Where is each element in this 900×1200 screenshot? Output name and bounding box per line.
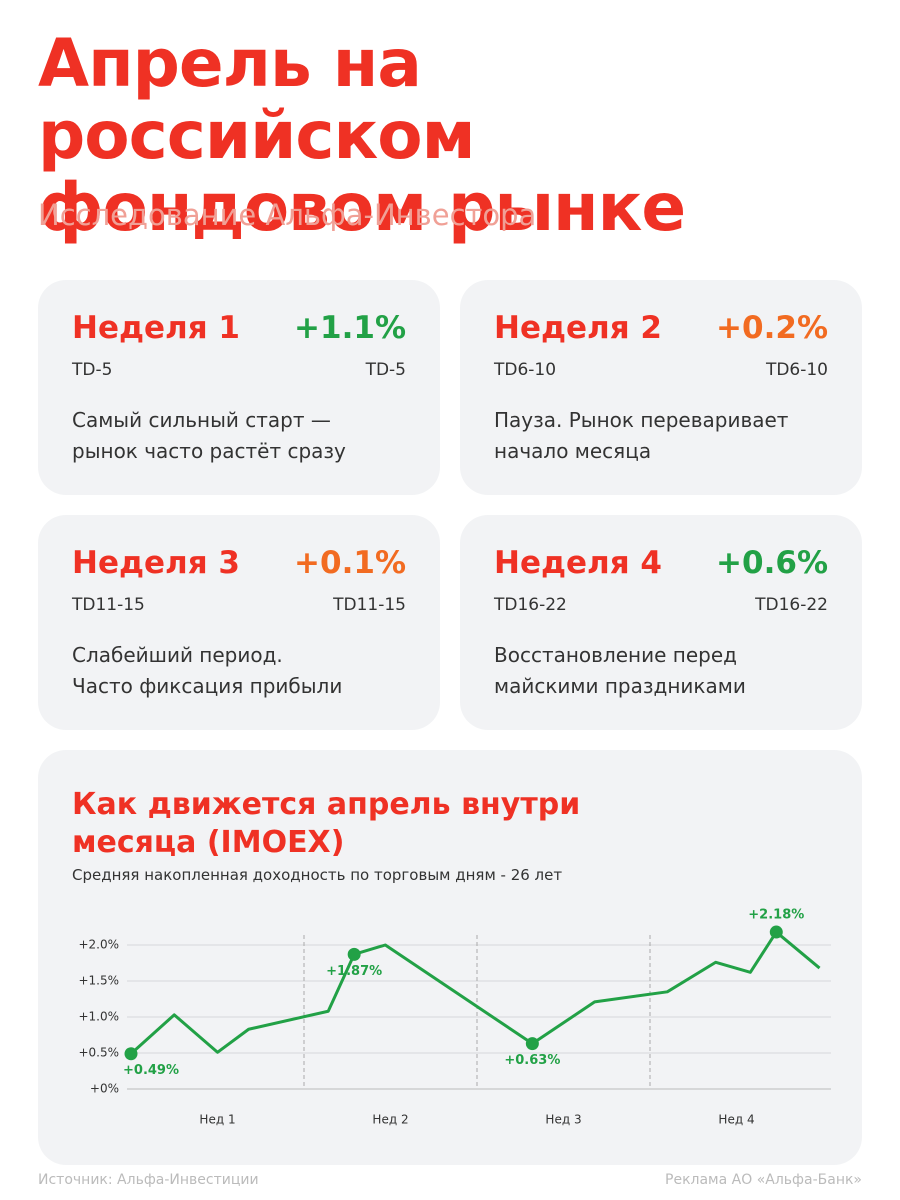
line xyxy=(129,930,821,1055)
card-title: Неделя 3 xyxy=(72,545,241,581)
card-value: +0.1% xyxy=(294,545,406,581)
week-card: Неделя 4 +0.6% TD16-22 TD16-22 Восстановлени… xyxy=(460,515,862,730)
source: Источник: Альфа-Инвестиции xyxy=(38,1172,259,1188)
chart: +0% +0.5% +1.0% +1.5% +2.0% Нед 1 Нед 2 Нед 3 Не… xyxy=(78,908,831,1127)
card-period: TD11-15 xyxy=(333,595,406,615)
y-tick-label: +1.0% xyxy=(78,1010,119,1024)
point xyxy=(124,1047,138,1061)
week-card: Неделя 2 +0.2% TD6-10 TD6-10 Пауза. Рынок пе… xyxy=(460,280,862,495)
card-text: Пауза. Рынок переваривает xyxy=(494,408,789,432)
card-value: +0.2% xyxy=(716,310,828,346)
y-tick-label: +2.0% xyxy=(78,938,119,952)
x-tick-label: Нед 4 xyxy=(718,1113,754,1127)
card-period: TD-5 xyxy=(365,360,406,380)
page-title: Апрель на российском фондовом рынке xyxy=(38,25,686,246)
chart-title: Как движется апрель внутри месяца (IMOEX… xyxy=(72,787,581,860)
card-text: Самый сильный старт — xyxy=(72,408,331,432)
card-text: майскими праздниками xyxy=(494,674,746,698)
data-label: +1.87% xyxy=(326,964,382,979)
y-tick-label: +1.5% xyxy=(78,974,119,988)
x-tick-label: Нед 1 xyxy=(199,1113,235,1127)
point xyxy=(347,947,361,961)
card-period: TD6-10 xyxy=(765,360,828,380)
x-tick-label: Нед 2 xyxy=(372,1113,408,1127)
data-label: +0.49% xyxy=(123,1063,179,1078)
week-card: Неделя 3 +0.1% TD11-15 TD11-15 Слабейший пер… xyxy=(38,515,440,730)
data-label: +0.63% xyxy=(504,1053,560,1068)
y-tick-label: +0% xyxy=(90,1082,119,1096)
y-tick-label: +0.5% xyxy=(78,1046,119,1060)
card-text: Часто фиксация прибыли xyxy=(72,674,343,698)
x-tick-label: Нед 3 xyxy=(545,1113,581,1127)
point xyxy=(769,925,783,939)
ad-note: Реклама АО «Альфа-Банк» xyxy=(665,1172,862,1188)
data-label: +2.18% xyxy=(748,908,804,923)
card-title: Неделя 4 xyxy=(494,545,663,581)
week-card: Неделя 1 +1.1% TD-5 TD-5 Самый сильный старт… xyxy=(38,280,440,495)
card-text: рынок часто растёт сразу xyxy=(72,439,346,463)
card-value: +0.6% xyxy=(716,545,828,581)
card-text: начало месяца xyxy=(494,439,652,463)
chart-card xyxy=(38,750,862,1165)
point xyxy=(525,1037,539,1051)
chart-subtitle: Средняя накопленная доходность по торгов… xyxy=(72,866,563,884)
page-subtitle: Исследование Альфа-Инвестора xyxy=(38,198,537,232)
card-period: TD16-22 xyxy=(494,595,567,615)
card-title: Неделя 2 xyxy=(494,310,663,346)
card-text: Слабейший период. xyxy=(72,643,283,667)
card-period: TD16-22 xyxy=(755,595,828,615)
card-period: TD11-15 xyxy=(72,595,145,615)
card-period: TD6-10 xyxy=(494,360,557,380)
card-period: TD-5 xyxy=(72,360,113,380)
card-title: Неделя 1 xyxy=(72,310,241,346)
card-value: +1.1% xyxy=(294,310,406,346)
card-text: Восстановление перед xyxy=(494,643,737,667)
